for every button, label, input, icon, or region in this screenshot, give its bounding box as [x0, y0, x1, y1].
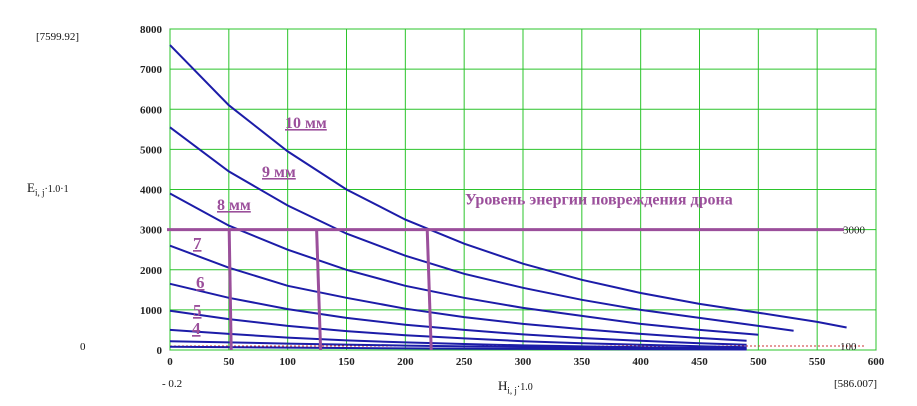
x-tick-label: 150	[338, 356, 355, 368]
x-corner-left-label: - 0.2	[162, 378, 183, 390]
x-tick-label: 250	[456, 356, 473, 368]
y-tick-label: 6000	[140, 104, 163, 116]
x-tick-label: 450	[691, 356, 708, 368]
x-tick-label: 550	[809, 356, 826, 368]
drop-line	[315, 229, 323, 351]
x-tick-label: 600	[868, 356, 885, 368]
y-corner-top-label: [7599.92]	[36, 31, 80, 43]
series-line	[169, 340, 747, 350]
series-label: 6	[196, 273, 205, 292]
y-tick-label: 8000	[140, 24, 163, 36]
x-corner-right-label: [586.007]	[834, 378, 878, 390]
series-line	[169, 309, 747, 349]
x-tick-label: 0	[167, 356, 173, 368]
y-axis-expression: Ei, j·1.0·1	[27, 180, 69, 198]
x-tick-label: 50	[223, 356, 235, 368]
series-label: 5	[193, 301, 202, 320]
x-tick-label: 500	[750, 356, 767, 368]
x-tick-label: 100	[279, 356, 296, 368]
series-line	[169, 282, 747, 346]
series-line	[169, 244, 747, 342]
series-line	[169, 192, 759, 336]
threshold-right-label: 3000	[843, 225, 866, 237]
y-tick-label: 5000	[140, 144, 163, 156]
y-tick-label: 3000	[140, 225, 163, 237]
drop-line	[425, 229, 433, 351]
y-tick-label: 7000	[140, 64, 163, 76]
x-tick-label: 200	[397, 356, 414, 368]
series-line	[169, 44, 847, 329]
drop-line	[227, 229, 233, 351]
reference-line-label: 100	[840, 341, 857, 353]
y-tick-label: 4000	[140, 185, 163, 197]
series-label: 10 мм	[285, 115, 327, 132]
y-tick-label: 0	[157, 345, 163, 357]
series-label: 7	[193, 234, 202, 253]
x-tick-label: 300	[515, 356, 532, 368]
series-label: 4	[192, 319, 201, 338]
threshold-label: Уровень энергии повреждения дрона	[465, 192, 733, 209]
y-tick-label: 1000	[140, 305, 163, 317]
x-axis-expression: Hi, j·1.0	[498, 378, 533, 396]
x-tick-label: 350	[574, 356, 591, 368]
series-label: 9 мм	[262, 164, 296, 181]
series-label: 8 мм	[217, 197, 251, 214]
x-tick-label: 400	[632, 356, 649, 368]
y-tick-label: 2000	[140, 265, 163, 277]
y-corner-bottom-label: 0	[80, 341, 86, 353]
series-line	[169, 345, 747, 351]
series-line	[169, 126, 794, 332]
